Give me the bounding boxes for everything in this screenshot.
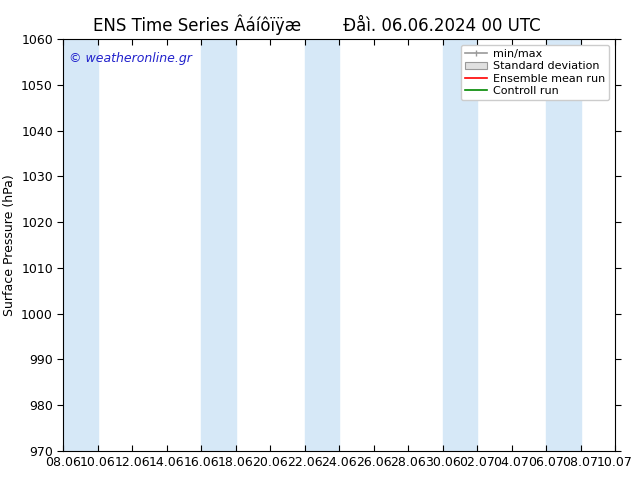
Legend: min/max, Standard deviation, Ensemble mean run, Controll run: min/max, Standard deviation, Ensemble me… — [460, 45, 609, 100]
Bar — [546, 39, 581, 451]
Bar — [63, 39, 98, 451]
Text: ENS Time Series Âáíôïÿæ        Ðåì. 06.06.2024 00 UTC: ENS Time Series Âáíôïÿæ Ðåì. 06.06.2024 … — [93, 15, 541, 35]
Bar — [202, 39, 236, 451]
Y-axis label: Surface Pressure (hPa): Surface Pressure (hPa) — [3, 174, 16, 316]
Bar — [305, 39, 339, 451]
Bar — [443, 39, 477, 451]
Text: © weatheronline.gr: © weatheronline.gr — [69, 51, 192, 65]
